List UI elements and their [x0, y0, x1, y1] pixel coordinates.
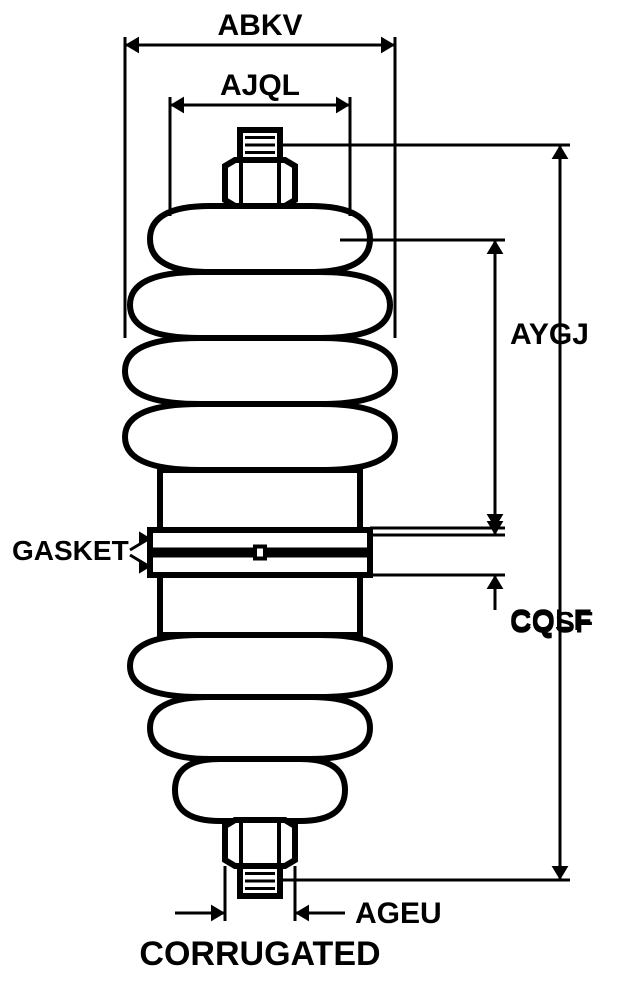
label-abkv: ABKV	[217, 9, 302, 42]
label-cqsf: CQSF	[510, 607, 593, 640]
title-text: CORRUGATED	[139, 935, 380, 973]
label-gasket: GASKET	[12, 535, 129, 566]
label-ajql: AJQL	[220, 69, 300, 102]
insulator-body	[125, 130, 395, 896]
label-ageu: AGEU	[355, 897, 442, 930]
label-aygj: AYGJ	[510, 318, 589, 351]
